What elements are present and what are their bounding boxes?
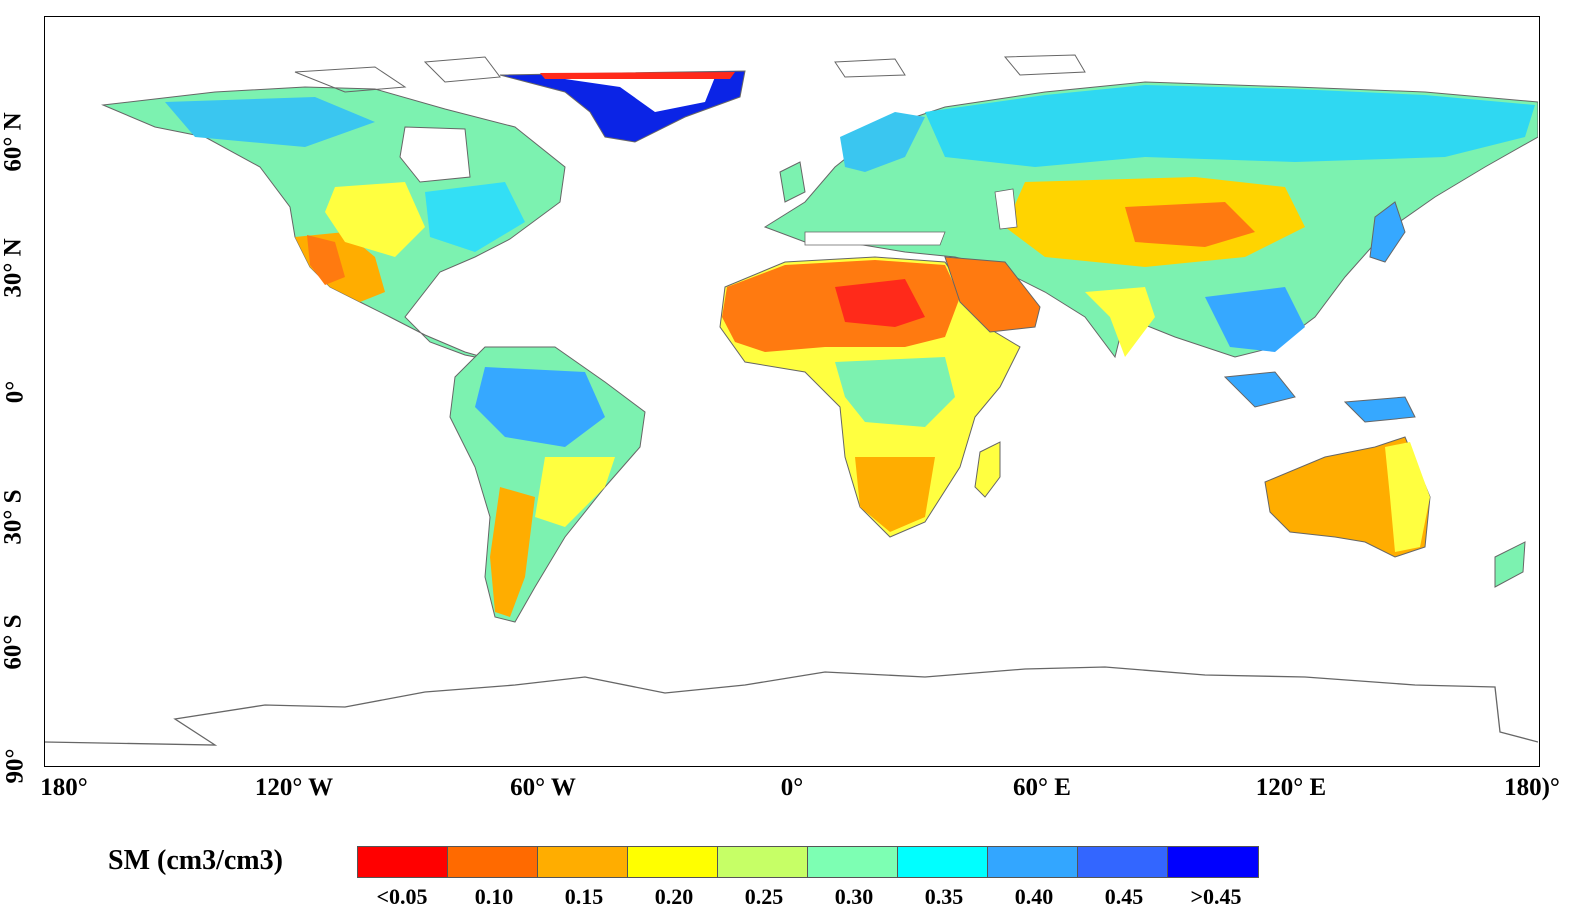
legend-swatch-9 (1078, 847, 1168, 877)
legend-title: SM (cm3/cm3) (108, 845, 283, 876)
legend-swatch-7 (898, 847, 988, 877)
legend-tick-5: 0.25 (744, 884, 784, 909)
legend-tick-4: 0.20 (654, 884, 694, 909)
legend-tick-2: 0.10 (474, 884, 514, 909)
legend-swatch-8 (988, 847, 1078, 877)
lat-label-30n: 30° N (0, 238, 27, 298)
legend-swatch-4 (628, 847, 718, 877)
legend-swatch-10 (1168, 847, 1258, 877)
eurasia-siberia (925, 85, 1535, 167)
legend-tick-1: <0.05 (376, 884, 428, 909)
legend-colorbar (357, 846, 1259, 878)
sa-patagonia (490, 487, 535, 617)
lat-label-60s: 60° S (0, 614, 27, 670)
eurasia-taklamakan (1125, 202, 1255, 247)
lat-label-30s: 30° S (0, 489, 27, 545)
japan (1369, 201, 1406, 263)
lon-label-120w: 120° W (254, 774, 334, 801)
legend-swatch-6 (808, 847, 898, 877)
legend-tick-10: >0.45 (1190, 884, 1242, 909)
map-frame (44, 16, 1540, 767)
hudson-bay (399, 126, 471, 183)
africa-south (855, 457, 935, 532)
arctic-islands-outline (294, 54, 1086, 93)
legend-tick-6: 0.30 (834, 884, 874, 909)
lon-label-60e: 60° E (1013, 774, 1071, 801)
greenland-dry-strip (540, 72, 735, 79)
lat-label-90: 90° (1, 748, 29, 784)
sa-amazon (475, 367, 605, 447)
greenland-ice-gap (565, 77, 715, 112)
lat-label-equator: 0° (1, 380, 29, 404)
arabia (944, 256, 1041, 333)
new-zealand (1494, 541, 1526, 588)
scandinavia (840, 112, 925, 172)
indonesia (1223, 371, 1416, 423)
mediterranean (804, 231, 946, 246)
madagascar (974, 441, 1001, 498)
legend-tick-9: 0.45 (1104, 884, 1144, 909)
lon-label-180e: 180)° (1504, 774, 1560, 801)
lat-label-60n: 60° N (0, 112, 27, 172)
lon-label-60w: 60° W (510, 774, 576, 801)
southeast-asia (1205, 287, 1305, 352)
legend-tick-8: 0.40 (1014, 884, 1054, 909)
legend-swatch-5 (718, 847, 808, 877)
soil-moisture-map (45, 54, 1538, 746)
na-east (425, 182, 525, 252)
caspian (994, 188, 1018, 230)
legend-swatch-2 (448, 847, 538, 877)
lon-label-120e: 120° E (1255, 774, 1327, 801)
na-plains (325, 182, 425, 257)
africa-central (835, 357, 955, 427)
legend-swatch-3 (538, 847, 628, 877)
lon-label-0: 0° (780, 774, 804, 801)
australia-east (1385, 442, 1430, 552)
africa-sahara-core (835, 279, 925, 327)
na-boreal (165, 97, 375, 147)
british-isles (779, 161, 806, 203)
legend-swatch-1 (358, 847, 448, 877)
lon-label-180w: 180° (40, 774, 88, 801)
legend-tick-7: 0.35 (924, 884, 964, 909)
na-southwest-hot (307, 235, 345, 285)
antarctica-outline (45, 666, 1538, 746)
sa-southeast (535, 457, 615, 527)
legend-tick-3: 0.15 (564, 884, 604, 909)
india (1085, 287, 1155, 357)
